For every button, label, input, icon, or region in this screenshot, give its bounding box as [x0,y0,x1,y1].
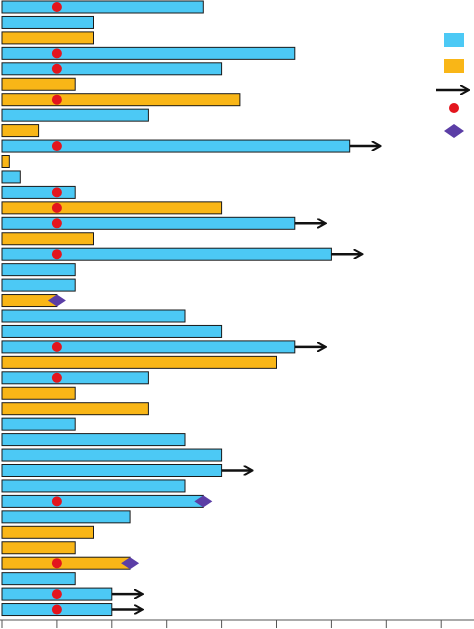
bar-orange [1,232,94,246]
bar-orange [1,93,241,107]
bar-blue [1,0,204,14]
diamond-mark [47,294,66,307]
bar-blue [1,108,149,122]
legend-red-dot [449,103,459,113]
x-axis [0,619,474,628]
red-dot-mark [51,218,62,229]
bar-blue [1,464,223,477]
red-dot-mark [51,187,62,198]
red-dot-mark [51,558,62,569]
bar-blue [1,309,186,323]
bar-blue [1,185,76,199]
bars-layer [1,0,351,617]
red-dot-mark [51,604,62,615]
legend-purple-diamond [444,124,464,138]
bar-blue [1,433,186,447]
bar-blue [1,417,76,431]
bar-blue [1,170,21,184]
bar-blue [1,46,296,60]
bar-orange [1,124,40,138]
red-dot-mark [51,372,62,383]
diamond-mark [121,557,140,570]
bar-orange [1,77,76,91]
bar-blue [1,572,76,586]
bar-orange [1,31,94,45]
bar-orange [1,386,76,400]
red-dot-mark [51,589,62,600]
red-dot-mark [51,141,62,152]
red-dot-mark [51,2,62,12]
bar-blue [1,340,296,354]
bar-blue [1,494,204,508]
bar-blue [1,62,223,76]
bar-blue [1,216,296,230]
marks-layer [47,2,380,615]
bar-blue [1,247,332,261]
red-dot-mark [51,341,62,352]
bar-blue [1,371,149,385]
bar-blue [1,324,223,338]
bar-orange [1,541,76,555]
red-dot-mark [51,94,62,105]
bar-blue [1,263,76,277]
diamond-mark [194,495,213,508]
bar-orange [1,556,131,570]
legend [436,33,468,138]
red-dot-mark [51,249,62,260]
red-dot-mark [51,202,62,213]
red-dot-mark [51,496,62,507]
bar-blue [1,448,223,462]
bar-blue [1,15,94,29]
bar-orange [1,155,10,168]
bar-orange [1,402,149,416]
bar-blue [1,278,76,292]
red-dot-mark [51,63,62,74]
legend-blue-swatch [444,33,464,47]
legend-orange-swatch [444,59,464,73]
bar-blue [1,510,131,524]
red-dot-mark [51,48,62,59]
bar-blue [1,479,186,493]
bar-orange [1,525,94,539]
bar-orange [1,201,223,215]
bar-orange [1,355,277,369]
